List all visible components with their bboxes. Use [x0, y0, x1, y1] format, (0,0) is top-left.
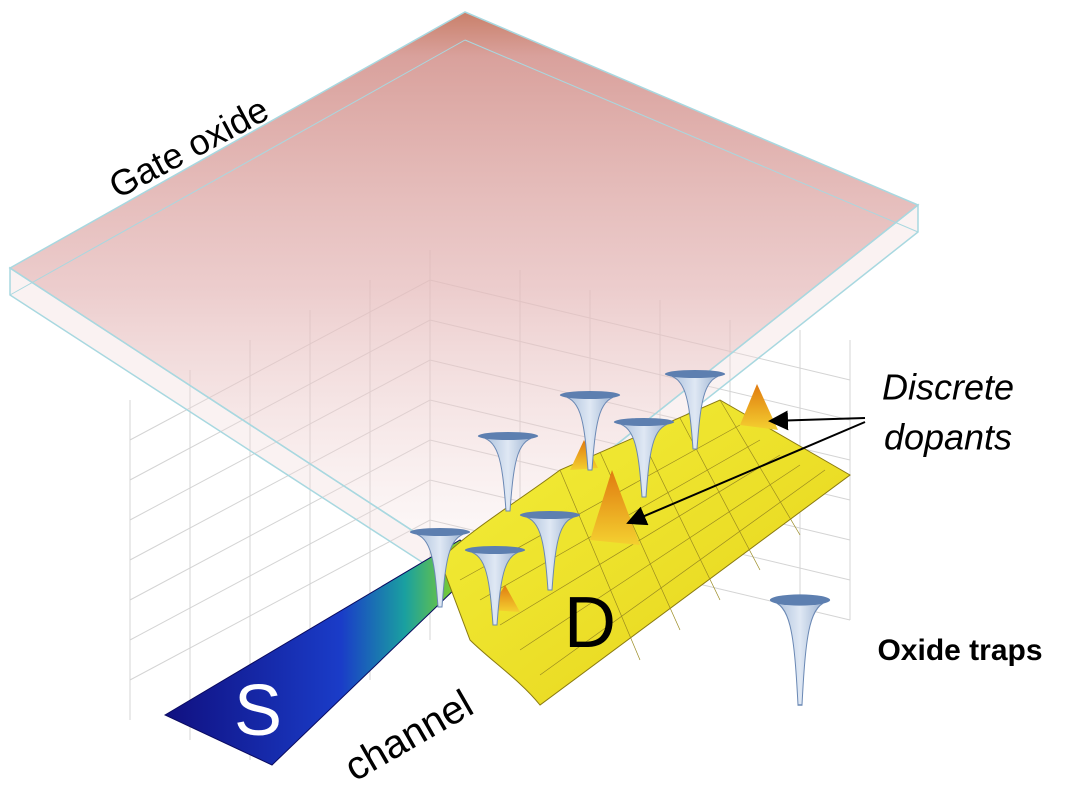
diagram: Gate oxide S D channel Discrete dopants …: [0, 0, 1070, 794]
dopants-label: dopants: [884, 417, 1012, 458]
source-label: S: [234, 671, 282, 751]
legend-label: Oxide traps: [877, 634, 1042, 667]
page: {"labels": {"gate_oxide": "Gate oxide", …: [0, 0, 1070, 794]
channel-label: channel: [337, 682, 480, 790]
dopants-label: Discrete: [882, 367, 1014, 408]
drain-label: D: [564, 583, 616, 663]
arrow: [770, 418, 865, 421]
